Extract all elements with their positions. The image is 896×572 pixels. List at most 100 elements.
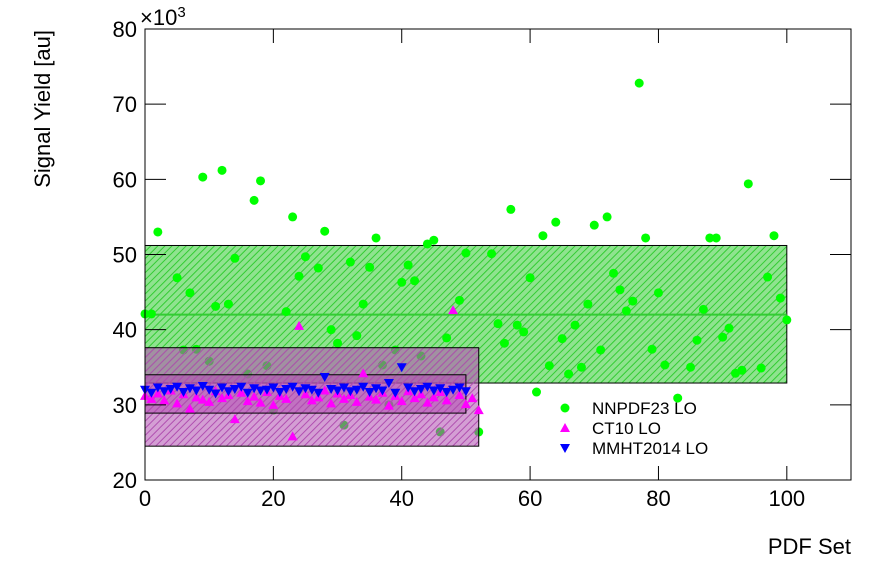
point	[217, 165, 227, 175]
point	[351, 396, 362, 406]
point	[320, 226, 330, 236]
point	[609, 268, 619, 278]
point	[268, 399, 279, 409]
point	[448, 385, 459, 395]
point	[204, 396, 215, 406]
point	[499, 338, 509, 348]
point	[281, 307, 291, 317]
point	[737, 365, 747, 375]
point	[467, 393, 478, 403]
point	[146, 393, 157, 403]
x-tick-label: 40	[389, 486, 413, 511]
point	[557, 334, 567, 344]
point	[403, 383, 414, 393]
point	[422, 397, 433, 407]
point	[660, 360, 670, 370]
point	[287, 431, 298, 441]
point	[351, 385, 362, 395]
point	[332, 386, 343, 396]
point	[763, 272, 773, 282]
point	[461, 248, 471, 258]
point	[229, 414, 240, 424]
point	[249, 195, 259, 205]
point	[198, 172, 208, 182]
point	[191, 386, 202, 396]
point	[326, 398, 337, 408]
point	[383, 400, 394, 410]
point	[249, 384, 260, 394]
point	[564, 369, 574, 379]
point	[454, 390, 465, 400]
point	[775, 293, 785, 303]
point	[236, 382, 247, 392]
point	[319, 385, 330, 395]
point	[333, 338, 343, 348]
y-tick-label: 80	[113, 17, 137, 42]
point	[397, 277, 407, 287]
point	[281, 385, 292, 395]
x-tick-label: 60	[518, 486, 542, 511]
point	[313, 263, 323, 273]
point	[365, 262, 375, 272]
point	[782, 315, 792, 325]
point	[172, 382, 183, 392]
point	[184, 403, 195, 413]
x-tick-label: 80	[646, 486, 670, 511]
point	[460, 399, 471, 409]
point	[294, 387, 305, 397]
point	[711, 233, 721, 243]
point	[152, 383, 163, 393]
point	[647, 344, 657, 354]
point	[641, 233, 651, 243]
point	[159, 395, 170, 405]
point	[422, 382, 433, 392]
y-tick-label: 20	[113, 468, 137, 493]
point	[152, 388, 163, 398]
point	[621, 306, 631, 316]
legend-label: NNPDF23 LO	[592, 399, 697, 418]
point	[185, 288, 195, 298]
point	[197, 382, 208, 392]
point	[525, 273, 535, 283]
point	[358, 299, 368, 309]
point	[454, 383, 465, 393]
point	[306, 395, 317, 405]
point	[769, 231, 779, 241]
point	[153, 227, 163, 237]
point	[371, 233, 381, 243]
legend-marker	[560, 423, 570, 432]
point	[428, 386, 439, 396]
y-axis-title: Signal Yield [au]	[30, 30, 55, 188]
point	[146, 388, 157, 398]
point	[409, 393, 420, 403]
point	[570, 320, 580, 330]
x-tick-label: 100	[768, 486, 805, 511]
point	[596, 345, 606, 355]
y-tick-label: 70	[113, 92, 137, 117]
point	[211, 301, 221, 311]
point	[756, 363, 766, 373]
point	[255, 386, 266, 396]
point	[512, 320, 522, 330]
point	[197, 394, 208, 404]
point	[653, 288, 663, 298]
point	[460, 387, 471, 397]
point	[396, 363, 407, 373]
point	[454, 295, 464, 305]
point	[281, 393, 292, 403]
point	[191, 392, 202, 402]
point	[371, 384, 382, 394]
point	[428, 392, 439, 402]
point	[718, 332, 728, 342]
point	[403, 260, 413, 270]
point	[223, 387, 234, 397]
point	[519, 327, 529, 337]
point	[634, 78, 644, 88]
point	[294, 320, 305, 330]
point	[589, 220, 599, 230]
point	[261, 385, 272, 395]
point	[217, 393, 228, 403]
band	[144, 374, 467, 414]
point	[229, 385, 240, 395]
